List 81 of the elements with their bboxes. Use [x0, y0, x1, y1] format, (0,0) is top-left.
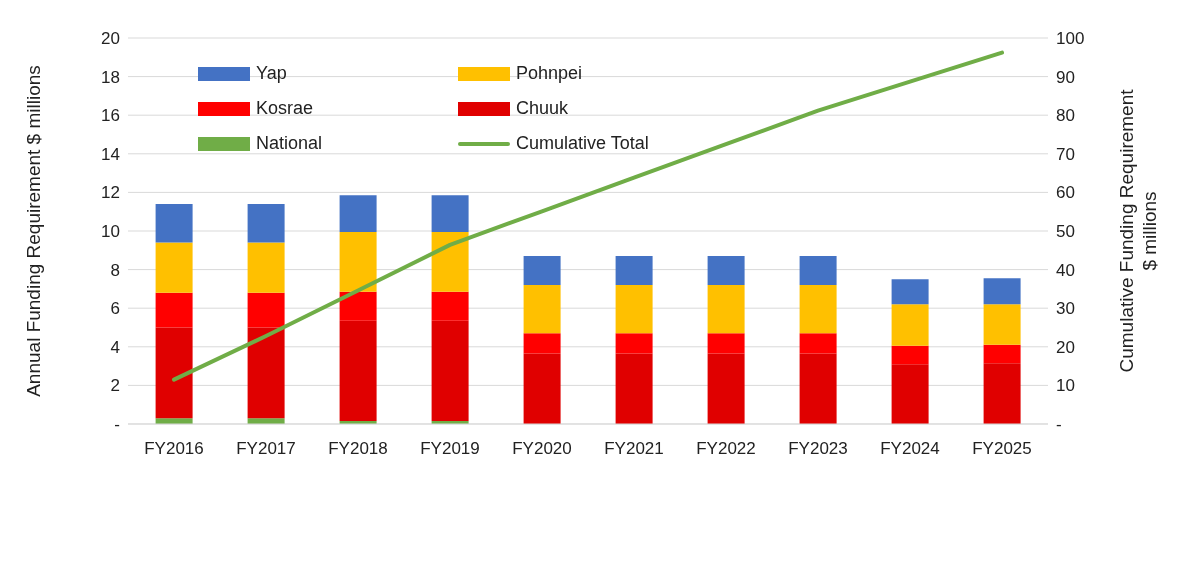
bar [247, 242, 285, 293]
bar [707, 353, 745, 424]
bar [431, 291, 469, 321]
x-tick-label: FY2024 [880, 439, 940, 459]
x-tick-label: FY2018 [328, 439, 388, 459]
y-tick-label: 8 [110, 260, 120, 280]
y2-tick-label: 10 [1056, 376, 1075, 396]
x-tick-label: FY2017 [236, 439, 296, 459]
bar [523, 353, 561, 424]
bar [891, 304, 929, 346]
bar [615, 333, 653, 354]
bar [523, 285, 561, 334]
y2-tick-label: 100 [1056, 29, 1085, 49]
legend-label: Chuuk [516, 98, 569, 119]
bar [707, 333, 745, 354]
bar [431, 231, 469, 292]
y2-tick-label: 20 [1056, 337, 1075, 357]
bar [431, 195, 469, 232]
y2-tick-label: 90 [1056, 67, 1075, 87]
x-tick-label: FY2020 [512, 439, 572, 459]
y-tick-label: 2 [110, 376, 120, 396]
bar [615, 256, 653, 286]
y2-tick-label: 60 [1056, 183, 1075, 203]
bar [707, 285, 745, 334]
bar [339, 231, 377, 292]
bar [891, 279, 929, 305]
legend-label: Kosrae [256, 98, 314, 119]
bar [615, 353, 653, 424]
bar [155, 292, 193, 328]
bar [983, 278, 1021, 305]
bar [615, 285, 653, 334]
x-tick-label: FY2019 [420, 439, 480, 459]
y-tick-label: 4 [110, 337, 120, 357]
bar [247, 327, 285, 419]
y-tick-label: 20 [101, 29, 120, 49]
line-series [172, 50, 1004, 382]
bar [799, 353, 837, 424]
bar [891, 345, 929, 365]
bar [891, 364, 929, 424]
x-tick-label: FY2022 [696, 439, 756, 459]
bar [799, 333, 837, 354]
y2-tick-label: 80 [1056, 106, 1075, 126]
x-tick-label: FY2025 [972, 439, 1032, 459]
bar [339, 320, 377, 422]
bar [523, 256, 561, 286]
y-tick-label: 6 [110, 299, 120, 319]
bar [247, 203, 285, 243]
bar [431, 320, 469, 422]
bar [155, 203, 193, 243]
bar [155, 242, 193, 293]
y2-axis-title: Cumulative Funding Requirement $ millions [1116, 88, 1160, 373]
x-tick-label: FY2021 [604, 439, 664, 459]
y-axis-title: Annual Funding Requirement $ millions [23, 65, 44, 397]
bar [523, 333, 561, 354]
bar [799, 256, 837, 286]
bar [339, 195, 377, 232]
x-tick-label: FY2016 [144, 439, 204, 459]
y2-tick-label: - [1056, 415, 1062, 435]
legend-label: Pohnpei [516, 63, 583, 84]
bar [799, 285, 837, 334]
y-tick-label: 14 [101, 144, 120, 164]
y2-tick-label: 50 [1056, 222, 1075, 242]
bar [339, 291, 377, 321]
bar [983, 363, 1021, 424]
y-tick-label: 12 [101, 183, 120, 203]
bar [983, 304, 1021, 345]
legend-label: National [256, 133, 323, 154]
y-tick-label: 10 [101, 222, 120, 242]
legend-label: Cumulative Total [516, 133, 649, 154]
bar [155, 327, 193, 419]
bar [247, 292, 285, 328]
legend-label: Yap [256, 63, 287, 84]
y-tick-label: 18 [101, 67, 120, 87]
y2-tick-label: 40 [1056, 260, 1075, 280]
y2-tick-label: 70 [1056, 144, 1075, 164]
x-tick-label: FY2023 [788, 439, 848, 459]
bar [983, 344, 1021, 364]
y-tick-label: - [114, 415, 120, 435]
bar [707, 256, 745, 286]
y2-tick-label: 30 [1056, 299, 1075, 319]
y-tick-label: 16 [101, 106, 120, 126]
